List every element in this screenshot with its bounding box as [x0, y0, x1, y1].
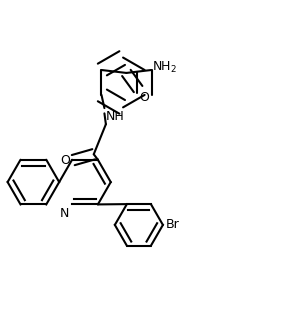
Text: Br: Br	[165, 218, 179, 231]
Text: NH: NH	[106, 110, 125, 123]
Text: O: O	[139, 90, 149, 104]
Text: O: O	[60, 154, 70, 166]
Text: NH$_2$: NH$_2$	[152, 60, 177, 75]
Text: N: N	[60, 207, 69, 220]
